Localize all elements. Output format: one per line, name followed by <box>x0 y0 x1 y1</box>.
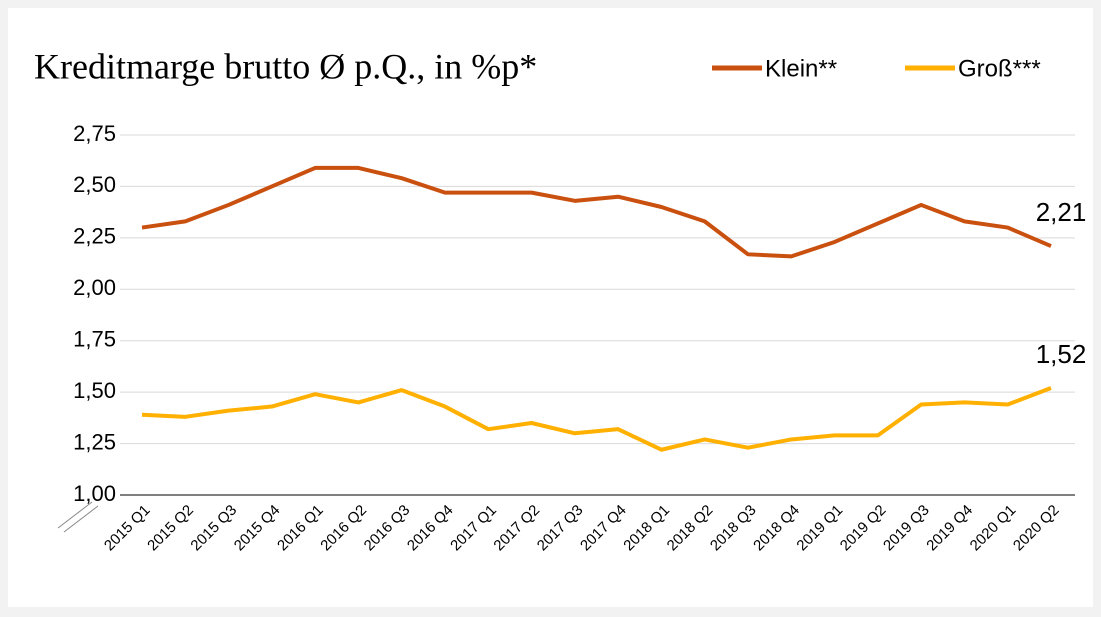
data-label: 2,21 <box>1036 197 1087 227</box>
chart-panel <box>8 8 1093 607</box>
y-tick-label: 2,00 <box>73 275 116 300</box>
axis-break <box>63 505 99 533</box>
series-line <box>141 386 1052 452</box>
legend-label: Klein** <box>765 55 837 82</box>
y-tick-label: 1,25 <box>73 429 116 454</box>
y-tick-label: 1,00 <box>73 481 116 506</box>
y-tick-label: 1,75 <box>73 327 116 352</box>
y-tick-label: 1,50 <box>73 378 116 403</box>
chart-title: Kreditmarge brutto Ø p.Q., in %p* <box>34 46 537 86</box>
axis-break <box>57 501 93 529</box>
data-label: 1,52 <box>1036 339 1087 369</box>
legend-label: Groß*** <box>958 55 1041 82</box>
y-tick-label: 2,75 <box>73 121 116 146</box>
y-tick-label: 2,25 <box>73 224 116 249</box>
y-tick-label: 2,50 <box>73 172 116 197</box>
series-line <box>141 165 1052 259</box>
